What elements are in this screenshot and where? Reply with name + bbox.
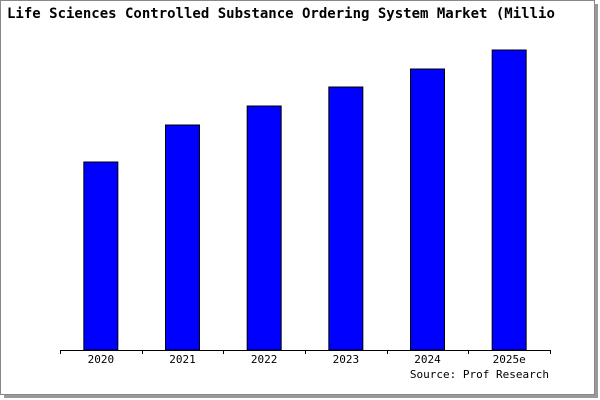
x-tick-label: 2024 — [414, 353, 441, 366]
bar — [328, 86, 364, 351]
x-tick-label: 2021 — [169, 353, 196, 366]
source-note: Source: Prof Research — [410, 368, 549, 381]
x-tick-label: 2022 — [251, 353, 278, 366]
x-tick-label: 2023 — [333, 353, 360, 366]
bar — [410, 68, 445, 351]
chart-title: Life Sciences Controlled Substance Order… — [7, 6, 555, 22]
bar — [83, 161, 119, 351]
x-tick-label: 2020 — [88, 353, 115, 366]
bar — [165, 124, 200, 351]
bar — [491, 49, 527, 351]
x-tick-label: 2025e — [493, 353, 526, 366]
bar — [246, 105, 282, 351]
